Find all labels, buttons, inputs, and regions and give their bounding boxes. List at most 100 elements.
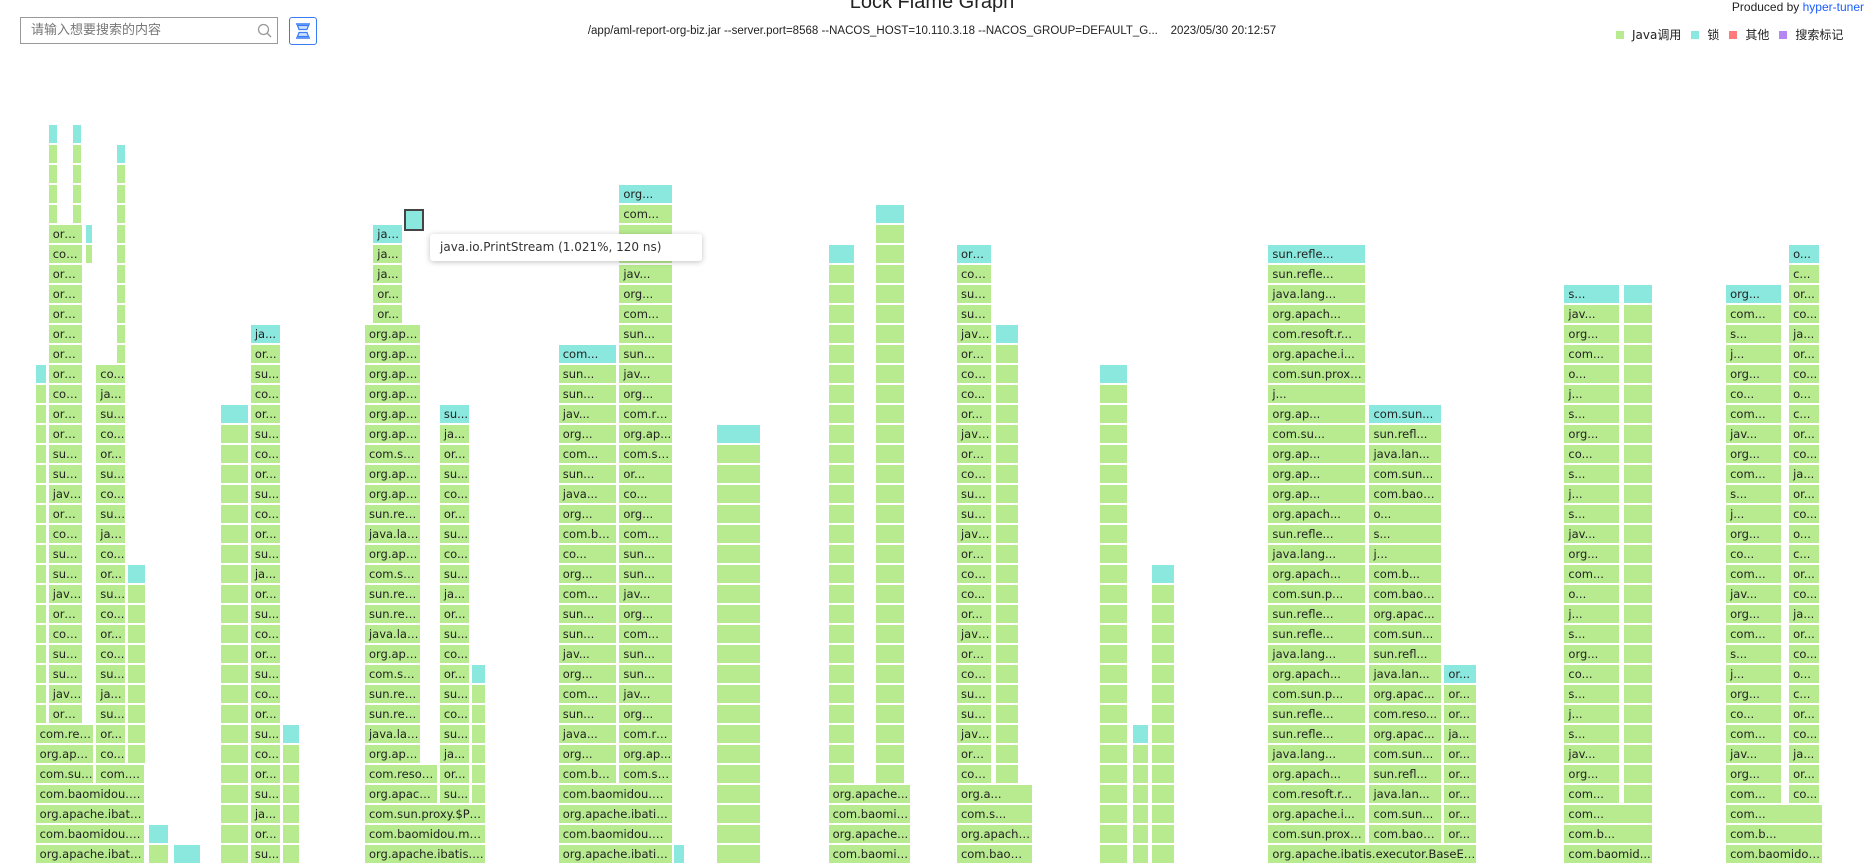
lock-frame[interactable]: s... — [1564, 285, 1620, 303]
java-frame[interactable] — [828, 605, 854, 623]
java-frame[interactable]: o... — [1789, 665, 1820, 683]
java-frame[interactable] — [128, 645, 146, 663]
java-frame[interactable]: java.lan... — [1369, 665, 1442, 683]
java-frame[interactable]: com.b... — [1369, 565, 1442, 583]
java-frame[interactable]: ja... — [439, 585, 469, 603]
java-frame[interactable]: java.lan... — [1369, 785, 1442, 803]
java-frame[interactable]: java.... — [48, 585, 83, 603]
java-frame[interactable]: su... — [96, 405, 126, 423]
java-frame[interactable]: c... — [1789, 685, 1820, 703]
lock-frame[interactable] — [116, 145, 126, 163]
lock-frame[interactable] — [996, 325, 1018, 343]
java-frame[interactable]: j... — [1268, 385, 1366, 403]
java-frame[interactable]: org.ap... — [619, 745, 673, 763]
reset-zoom-button[interactable] — [289, 17, 317, 45]
java-frame[interactable] — [1099, 565, 1128, 583]
java-frame[interactable] — [221, 705, 248, 723]
java-frame[interactable] — [35, 625, 46, 643]
java-frame[interactable]: co... — [1726, 705, 1782, 723]
java-frame[interactable]: com.sun.proxy... — [1268, 365, 1366, 383]
java-frame[interactable] — [1099, 585, 1128, 603]
java-frame[interactable]: jav... — [1726, 745, 1782, 763]
java-frame[interactable]: com.baomidou.mybatisplus... — [96, 765, 145, 783]
java-frame[interactable]: org.apache... — [828, 785, 910, 803]
java-frame[interactable]: s... — [1564, 625, 1620, 643]
java-frame[interactable]: com.baomidou... — [1369, 485, 1442, 503]
java-frame[interactable]: java.... — [48, 685, 83, 703]
java-frame[interactable] — [48, 165, 58, 183]
java-frame[interactable] — [282, 805, 299, 823]
java-frame[interactable]: sun.refle... — [1268, 265, 1366, 283]
java-frame[interactable] — [876, 465, 904, 483]
java-frame[interactable]: or... — [250, 645, 280, 663]
java-frame[interactable] — [1623, 605, 1652, 623]
java-frame[interactable]: su... — [96, 705, 126, 723]
lock-frame[interactable] — [35, 365, 46, 383]
java-frame[interactable]: j... — [1564, 705, 1620, 723]
java-frame[interactable]: ja... — [250, 805, 280, 823]
lock-frame[interactable]: org... — [619, 185, 673, 203]
java-frame[interactable]: or... — [956, 405, 991, 423]
java-frame[interactable] — [716, 485, 760, 503]
java-frame[interactable] — [716, 665, 760, 683]
java-frame[interactable] — [996, 605, 1018, 623]
java-frame[interactable]: com.baomidou... — [828, 805, 910, 823]
java-frame[interactable] — [876, 685, 904, 703]
java-frame[interactable] — [72, 145, 82, 163]
java-frame[interactable]: co... — [1789, 725, 1820, 743]
java-frame[interactable]: org.apache... — [364, 545, 420, 563]
java-frame[interactable] — [876, 345, 904, 363]
lock-frame[interactable] — [828, 245, 854, 263]
java-frame[interactable]: com.sun... — [1369, 745, 1442, 763]
java-frame[interactable] — [996, 685, 1018, 703]
java-frame[interactable]: or... — [1444, 785, 1476, 803]
lock-frame[interactable] — [1151, 565, 1174, 583]
java-frame[interactable]: su... — [250, 725, 280, 743]
java-frame[interactable]: su... — [439, 785, 469, 803]
java-frame[interactable]: sun.reflect... — [364, 605, 420, 623]
java-frame[interactable] — [1151, 585, 1174, 603]
lock-frame[interactable] — [85, 225, 92, 243]
java-frame[interactable] — [876, 705, 904, 723]
java-frame[interactable]: ja... — [250, 565, 280, 583]
java-frame[interactable]: com.... — [48, 245, 83, 263]
java-frame[interactable] — [221, 565, 248, 583]
java-frame[interactable]: com... — [1726, 565, 1782, 583]
lock-frame[interactable]: com.sun... — [1369, 405, 1442, 423]
java-frame[interactable] — [282, 785, 299, 803]
java-frame[interactable] — [35, 605, 46, 623]
java-frame[interactable]: su... — [250, 425, 280, 443]
java-frame[interactable]: su... — [250, 845, 280, 863]
java-frame[interactable] — [1099, 685, 1128, 703]
java-frame[interactable] — [828, 265, 854, 283]
java-frame[interactable] — [996, 505, 1018, 523]
java-frame[interactable]: java... — [558, 725, 617, 743]
java-frame[interactable]: co... — [250, 445, 280, 463]
java-frame[interactable]: c... — [1789, 265, 1820, 283]
java-frame[interactable] — [221, 545, 248, 563]
java-frame[interactable] — [1623, 305, 1652, 323]
java-frame[interactable]: com.su... — [619, 765, 673, 783]
java-frame[interactable]: com... — [956, 265, 991, 283]
java-frame[interactable]: java.lang... — [364, 725, 420, 743]
java-frame[interactable] — [1623, 365, 1652, 383]
java-frame[interactable] — [1099, 665, 1128, 683]
java-frame[interactable]: or... — [1789, 345, 1820, 363]
java-frame[interactable] — [116, 305, 126, 323]
java-frame[interactable] — [1099, 845, 1128, 863]
java-frame[interactable]: org.apache.i... — [1268, 345, 1366, 363]
java-frame[interactable] — [471, 745, 486, 763]
java-frame[interactable] — [876, 765, 904, 783]
java-frame[interactable] — [716, 625, 760, 643]
java-frame[interactable]: or... — [1789, 485, 1820, 503]
java-frame[interactable]: ja... — [1789, 745, 1820, 763]
java-frame[interactable] — [1623, 505, 1652, 523]
java-frame[interactable]: su... — [250, 485, 280, 503]
java-frame[interactable]: org.apache.ibatis.executor... — [364, 845, 486, 863]
java-frame[interactable]: sun... — [619, 325, 673, 343]
java-frame[interactable]: org.... — [48, 325, 83, 343]
java-frame[interactable]: com.baomidou.mybatisplus... — [364, 825, 486, 843]
java-frame[interactable] — [1099, 725, 1128, 743]
java-frame[interactable] — [128, 725, 146, 743]
